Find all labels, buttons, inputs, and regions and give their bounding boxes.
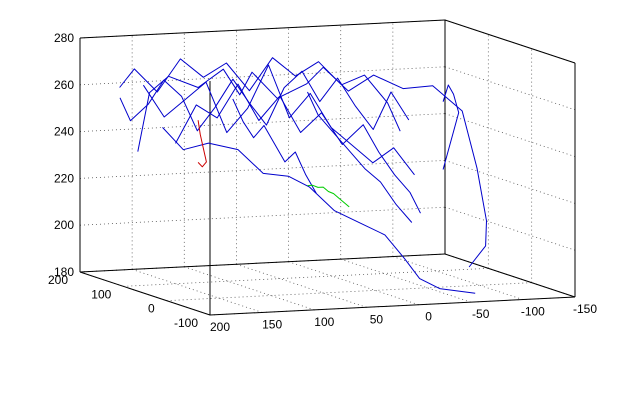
y-tick-label: 100	[91, 287, 111, 301]
axes-box	[79, 19, 576, 316]
z-grid-line	[79, 113, 446, 132]
series-lines	[119, 57, 487, 294]
y-tick-label: 200	[48, 273, 68, 287]
grid-lines	[79, 19, 576, 316]
z-grid-line	[79, 206, 446, 226]
z-grid-line	[444, 206, 576, 251]
y-grid-line	[166, 282, 532, 302]
z-tick-label: 220	[54, 171, 74, 185]
x-tick-label: 50	[370, 312, 384, 326]
axes-edge	[79, 271, 211, 316]
x-tick-label: 100	[314, 315, 334, 329]
x-grid-line	[288, 261, 419, 306]
z-tick-label: 200	[54, 218, 74, 232]
series-line-7	[307, 91, 413, 223]
axes-edge	[209, 296, 576, 316]
series-line-6	[442, 84, 460, 170]
z-grid-line	[79, 66, 446, 86]
axes-edge	[444, 253, 576, 298]
z-tick-label: 240	[54, 125, 74, 139]
x-grid-line	[236, 263, 367, 308]
y-tick-label: -100	[174, 316, 198, 330]
x-tick-label: -100	[521, 305, 545, 319]
y-tick-label: 0	[148, 302, 155, 316]
series-line-9	[197, 120, 207, 168]
series-line-1	[142, 64, 415, 176]
series-line-2	[162, 127, 476, 294]
series-line-0	[137, 66, 487, 268]
x-grid-line	[132, 269, 263, 313]
x-tick-label: 200	[210, 320, 230, 334]
y-grid-line	[123, 267, 489, 287]
x-tick-label: 0	[425, 310, 432, 324]
z-grid-line	[444, 113, 576, 157]
series-line-10	[307, 184, 350, 208]
series-line-8	[232, 98, 317, 194]
z-grid-line	[444, 160, 576, 204]
z-tick-label: 180	[54, 265, 74, 279]
z-grid-line	[79, 160, 446, 179]
axes-edge	[79, 19, 446, 39]
x-grid-line	[184, 266, 315, 311]
z-grid-line	[444, 66, 576, 111]
x-tick-label: -150	[573, 302, 597, 316]
x-tick-label: 150	[262, 317, 282, 331]
x-grid-line	[392, 256, 523, 300]
x-grid-line	[340, 258, 471, 303]
z-tick-label: 280	[54, 31, 74, 45]
series-line-5	[119, 70, 410, 132]
axes-edge	[444, 19, 576, 64]
series-line-3	[119, 57, 401, 132]
x-tick-label: -50	[472, 307, 490, 321]
series-line-4	[175, 83, 421, 214]
z-tick-label: 260	[54, 78, 74, 92]
axes-edge	[79, 253, 446, 273]
